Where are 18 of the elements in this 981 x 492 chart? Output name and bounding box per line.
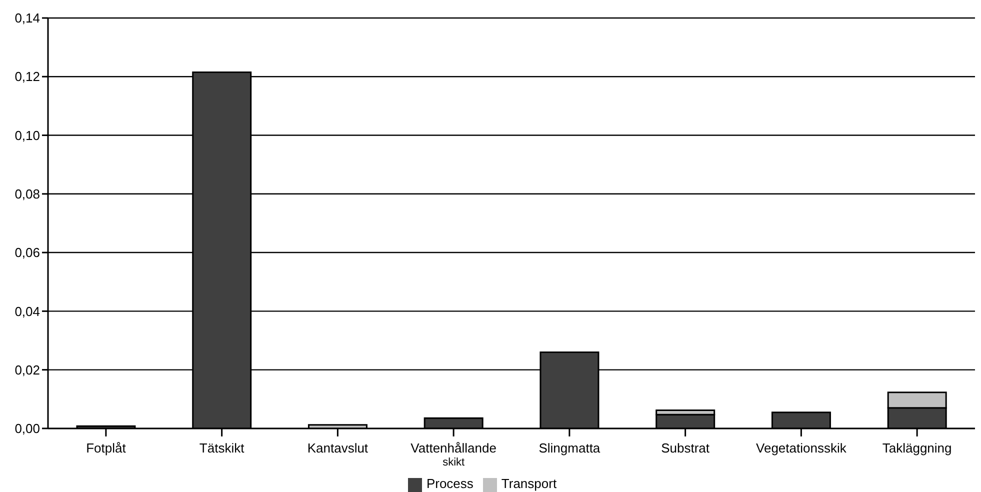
y-tick-label: 0,04 [14,304,40,319]
x-tick-label: Vattenhållande skikt [410,440,496,468]
y-tick-label: 0,12 [14,69,40,84]
x-tick-label: Fotplåt [86,440,126,456]
x-tick-label: Kantavslut [307,440,368,456]
legend-label: Transport [501,476,557,492]
y-tick-label: 0,06 [14,245,40,260]
x-tick-label: Substrat [661,440,710,456]
y-tick-label: 0,14 [14,10,40,26]
x-tick-label: Takläggning [882,440,952,456]
x-tick-label: Vegetationsskik [756,440,847,456]
y-tick-label: 0,02 [14,362,40,378]
y-tick-label: 0,08 [14,186,40,202]
y-tick-label: 0,10 [14,128,40,143]
legend-label: Process [426,476,474,492]
x-tick-label: Tätskikt [199,440,245,456]
y-tick-label: 0,00 [14,421,40,436]
x-tick-label: Slingmatta [538,440,601,456]
